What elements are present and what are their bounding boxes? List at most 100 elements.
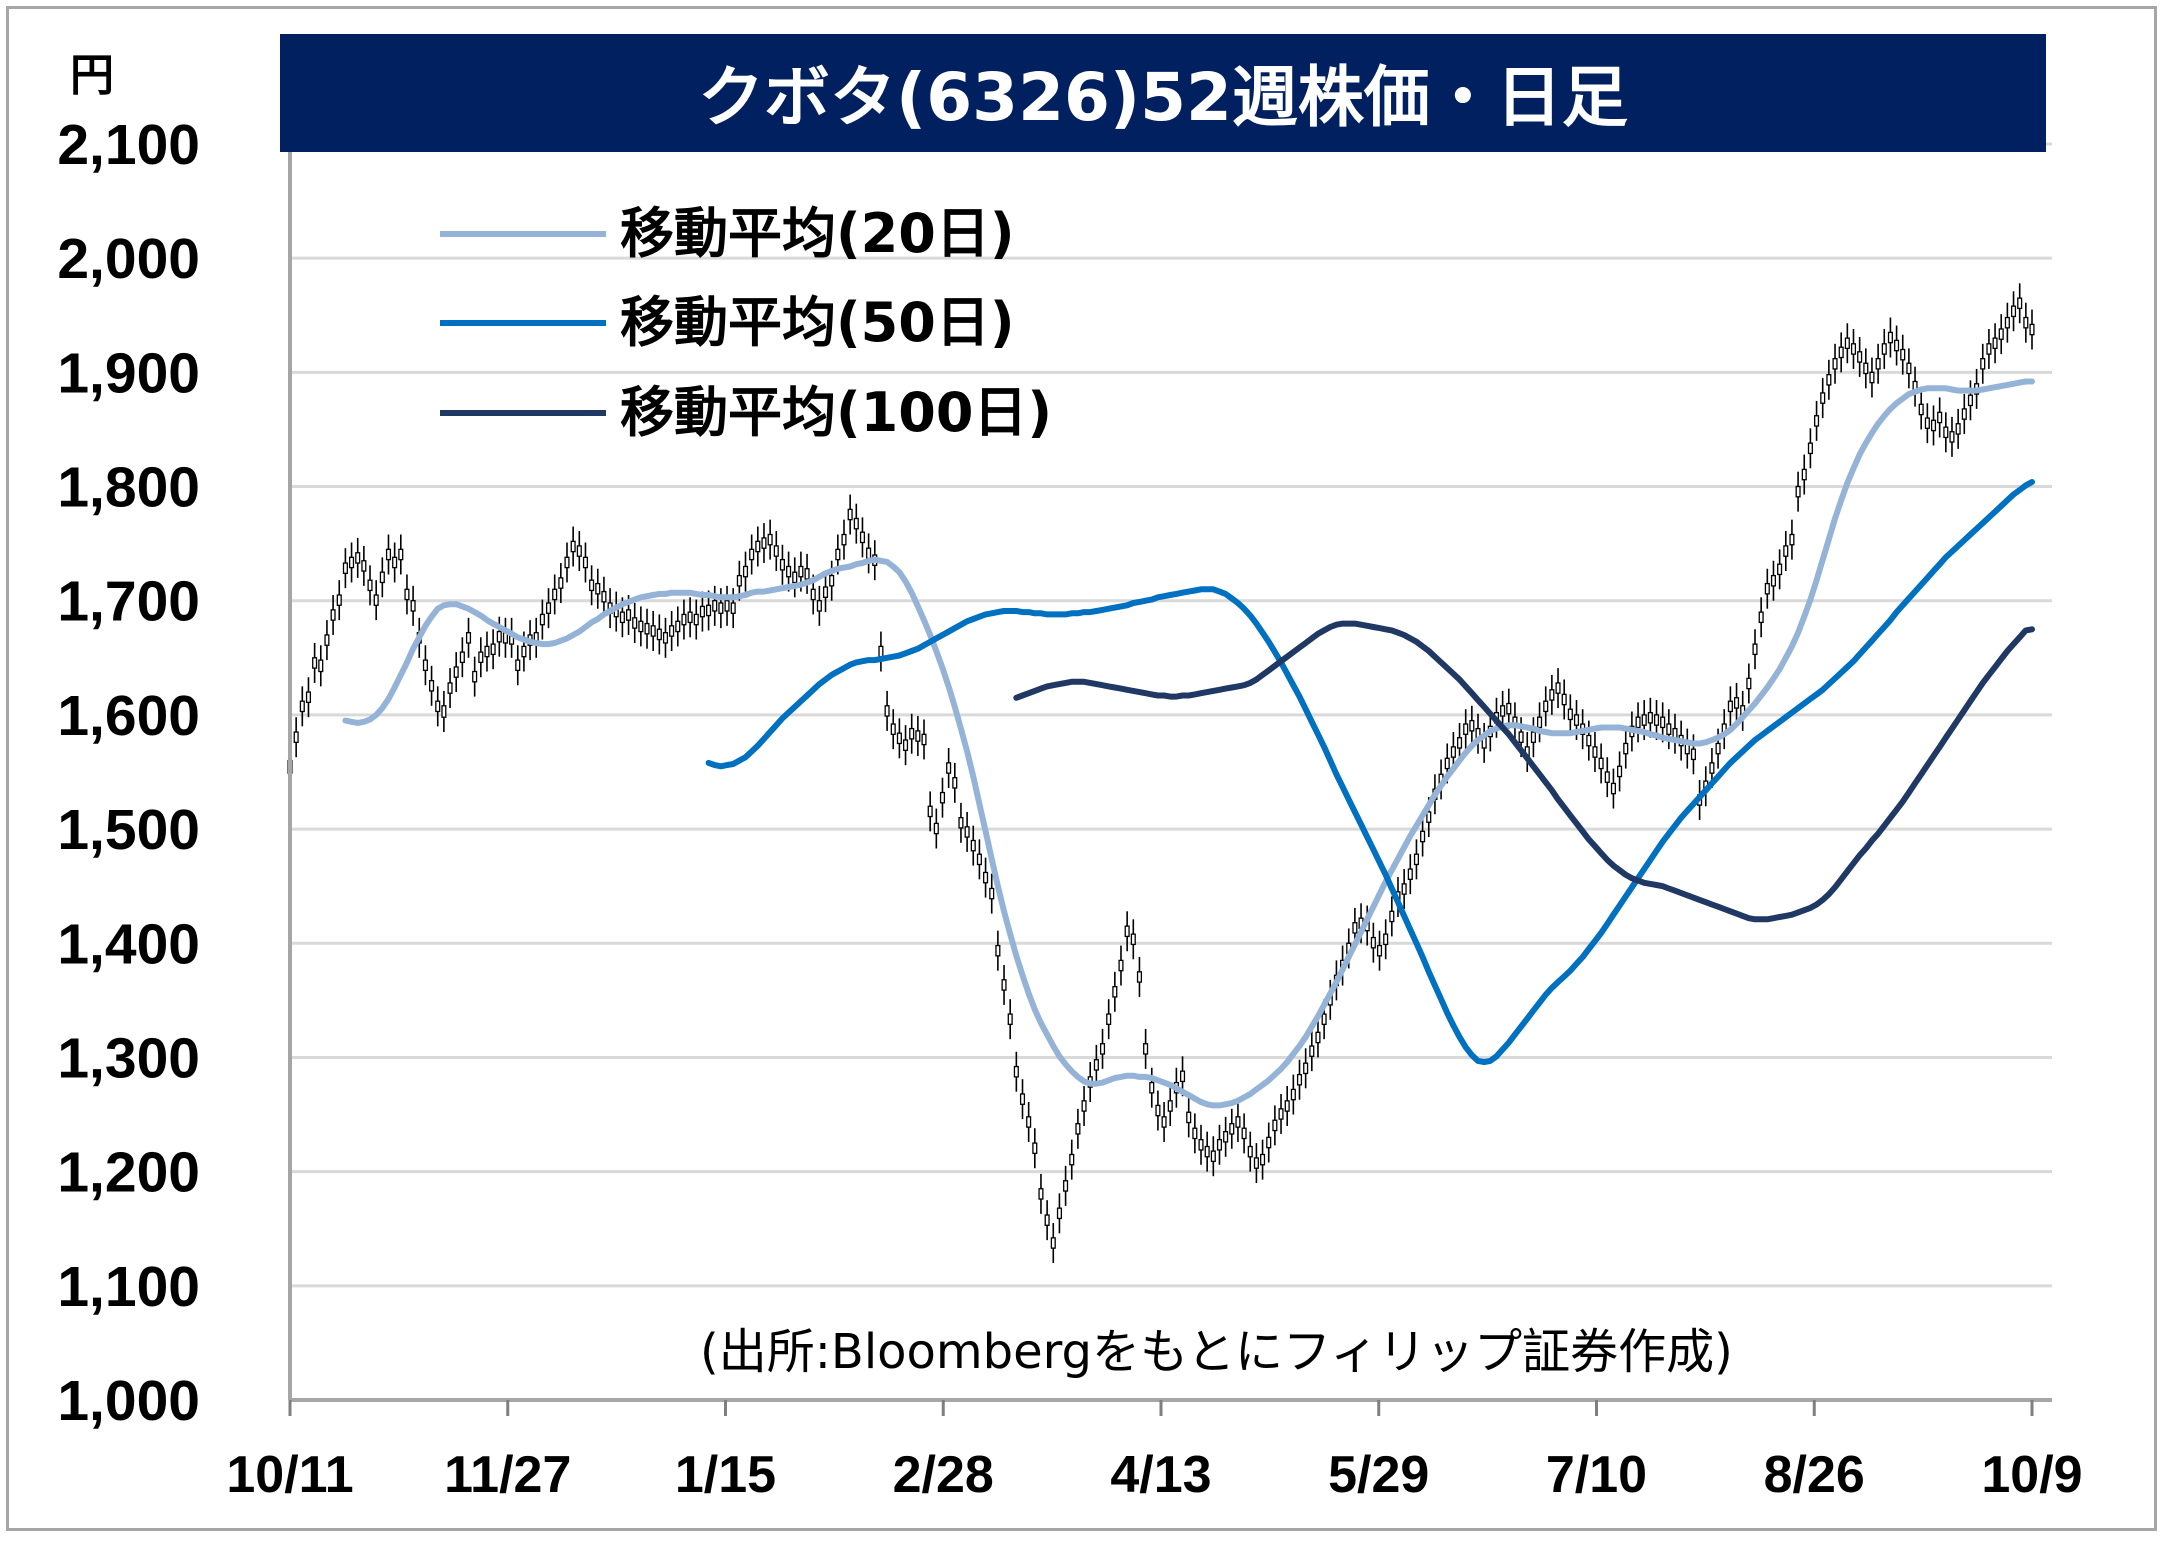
candle-body	[490, 643, 496, 656]
candle-body	[336, 594, 342, 606]
candle-body	[576, 545, 582, 557]
candle-body	[1198, 1139, 1204, 1151]
candle-body	[1272, 1119, 1278, 1132]
candle-body	[632, 617, 638, 629]
candle-body	[1709, 762, 1715, 774]
candle-body	[484, 645, 490, 658]
candle-body	[1210, 1150, 1216, 1163]
candle-body	[1537, 716, 1543, 729]
candle-body	[539, 613, 545, 626]
candle-body	[989, 887, 995, 900]
candle-body	[312, 657, 318, 669]
moving-average-lines	[342, 378, 2035, 1109]
candle-body	[1814, 415, 1820, 427]
candle-body	[1573, 714, 1580, 726]
candle-body	[1690, 748, 1697, 761]
candle-body	[1857, 351, 1863, 363]
candle-body	[749, 548, 755, 561]
candle-body	[866, 547, 872, 560]
candle-body	[859, 531, 866, 544]
candle-body	[1456, 737, 1463, 749]
y-tick-label: 1,400	[57, 912, 200, 976]
candle-body	[822, 586, 829, 598]
candle-body	[1413, 853, 1420, 866]
candle-body	[1296, 1073, 1303, 1086]
candle-body	[1093, 1059, 1099, 1071]
candle-body	[521, 645, 527, 658]
candle-body	[1266, 1136, 1272, 1149]
chart-title: クボタ(6326)52週株価・日足	[698, 59, 1628, 136]
ma-line-1	[705, 479, 2035, 1065]
candle-body	[1863, 362, 1869, 375]
candle-body	[1130, 933, 1136, 946]
legend-label-ma20: 移動平均(20日)	[620, 202, 1015, 265]
candle-body	[786, 565, 792, 578]
candle-body	[847, 508, 853, 521]
candle-body	[1136, 971, 1143, 983]
candle-body	[595, 582, 601, 595]
candle-body	[841, 533, 847, 546]
candle-body	[1641, 714, 1647, 726]
candle-body	[1155, 1104, 1161, 1117]
candle-body	[398, 548, 404, 561]
candle-body	[373, 594, 379, 606]
ma-line-0	[342, 378, 2035, 1109]
candle-body	[706, 604, 712, 617]
candle-body	[810, 588, 816, 601]
candle-body	[718, 602, 724, 614]
candle-body	[1038, 1188, 1044, 1200]
candle-body	[1900, 348, 1906, 361]
candle-body	[964, 826, 970, 838]
candle-body	[1063, 1180, 1069, 1192]
candle-body	[1260, 1153, 1266, 1166]
candle-body	[1604, 771, 1610, 783]
candle-body	[1376, 944, 1383, 957]
candle-body	[1586, 734, 1592, 747]
candle-body	[1032, 1142, 1038, 1155]
candle-body	[927, 805, 933, 818]
candle-body	[1918, 403, 1924, 416]
candle-body	[558, 577, 564, 589]
candle-body	[792, 571, 798, 584]
candle-body	[644, 622, 650, 635]
axes: 1,000 1,100 1,200 1,300 1,400 1,500 1,600 1,700…	[57, 113, 2082, 1504]
candle-body	[1930, 419, 1937, 432]
candle-body	[1635, 716, 1641, 729]
candle-body	[853, 517, 859, 530]
candle-body	[816, 600, 822, 612]
candle-body	[1407, 868, 1413, 880]
y-tick-label: 1,500	[57, 798, 200, 862]
candle-body	[379, 571, 385, 584]
candle-body	[1567, 708, 1573, 721]
candle-body	[1383, 933, 1389, 946]
candle-body	[933, 822, 939, 835]
candle-body	[669, 625, 675, 637]
legend: 移動平均(20日) 移動平均(50日) 移動平均(100日)	[440, 202, 1052, 444]
candle-body	[1967, 394, 1973, 407]
candle-body	[2029, 323, 2035, 336]
candle-body	[712, 600, 718, 612]
candle-body	[589, 579, 595, 592]
candle-body	[952, 777, 958, 789]
candle-body	[441, 705, 447, 718]
candle-body	[1820, 392, 1826, 404]
candle-body	[829, 574, 835, 587]
candle-body	[1500, 705, 1506, 717]
candle-body	[773, 545, 779, 557]
candle-body	[1223, 1131, 1229, 1143]
candle-body	[1758, 611, 1764, 624]
candle-body	[909, 727, 915, 740]
candle-body	[724, 600, 730, 612]
candle-body	[1844, 337, 1850, 350]
y-tick-label: 1,100	[57, 1255, 200, 1319]
candle-body	[921, 733, 927, 746]
candle-body	[1592, 746, 1598, 758]
candle-body	[1241, 1127, 1247, 1140]
candle-body	[1309, 1045, 1315, 1057]
chart-frame	[6, 6, 2157, 1531]
candle-body	[1660, 716, 1666, 729]
candle-body	[2023, 316, 2029, 329]
candle-body	[293, 731, 299, 743]
candle-body	[1598, 757, 1604, 770]
candle-body	[305, 691, 312, 703]
